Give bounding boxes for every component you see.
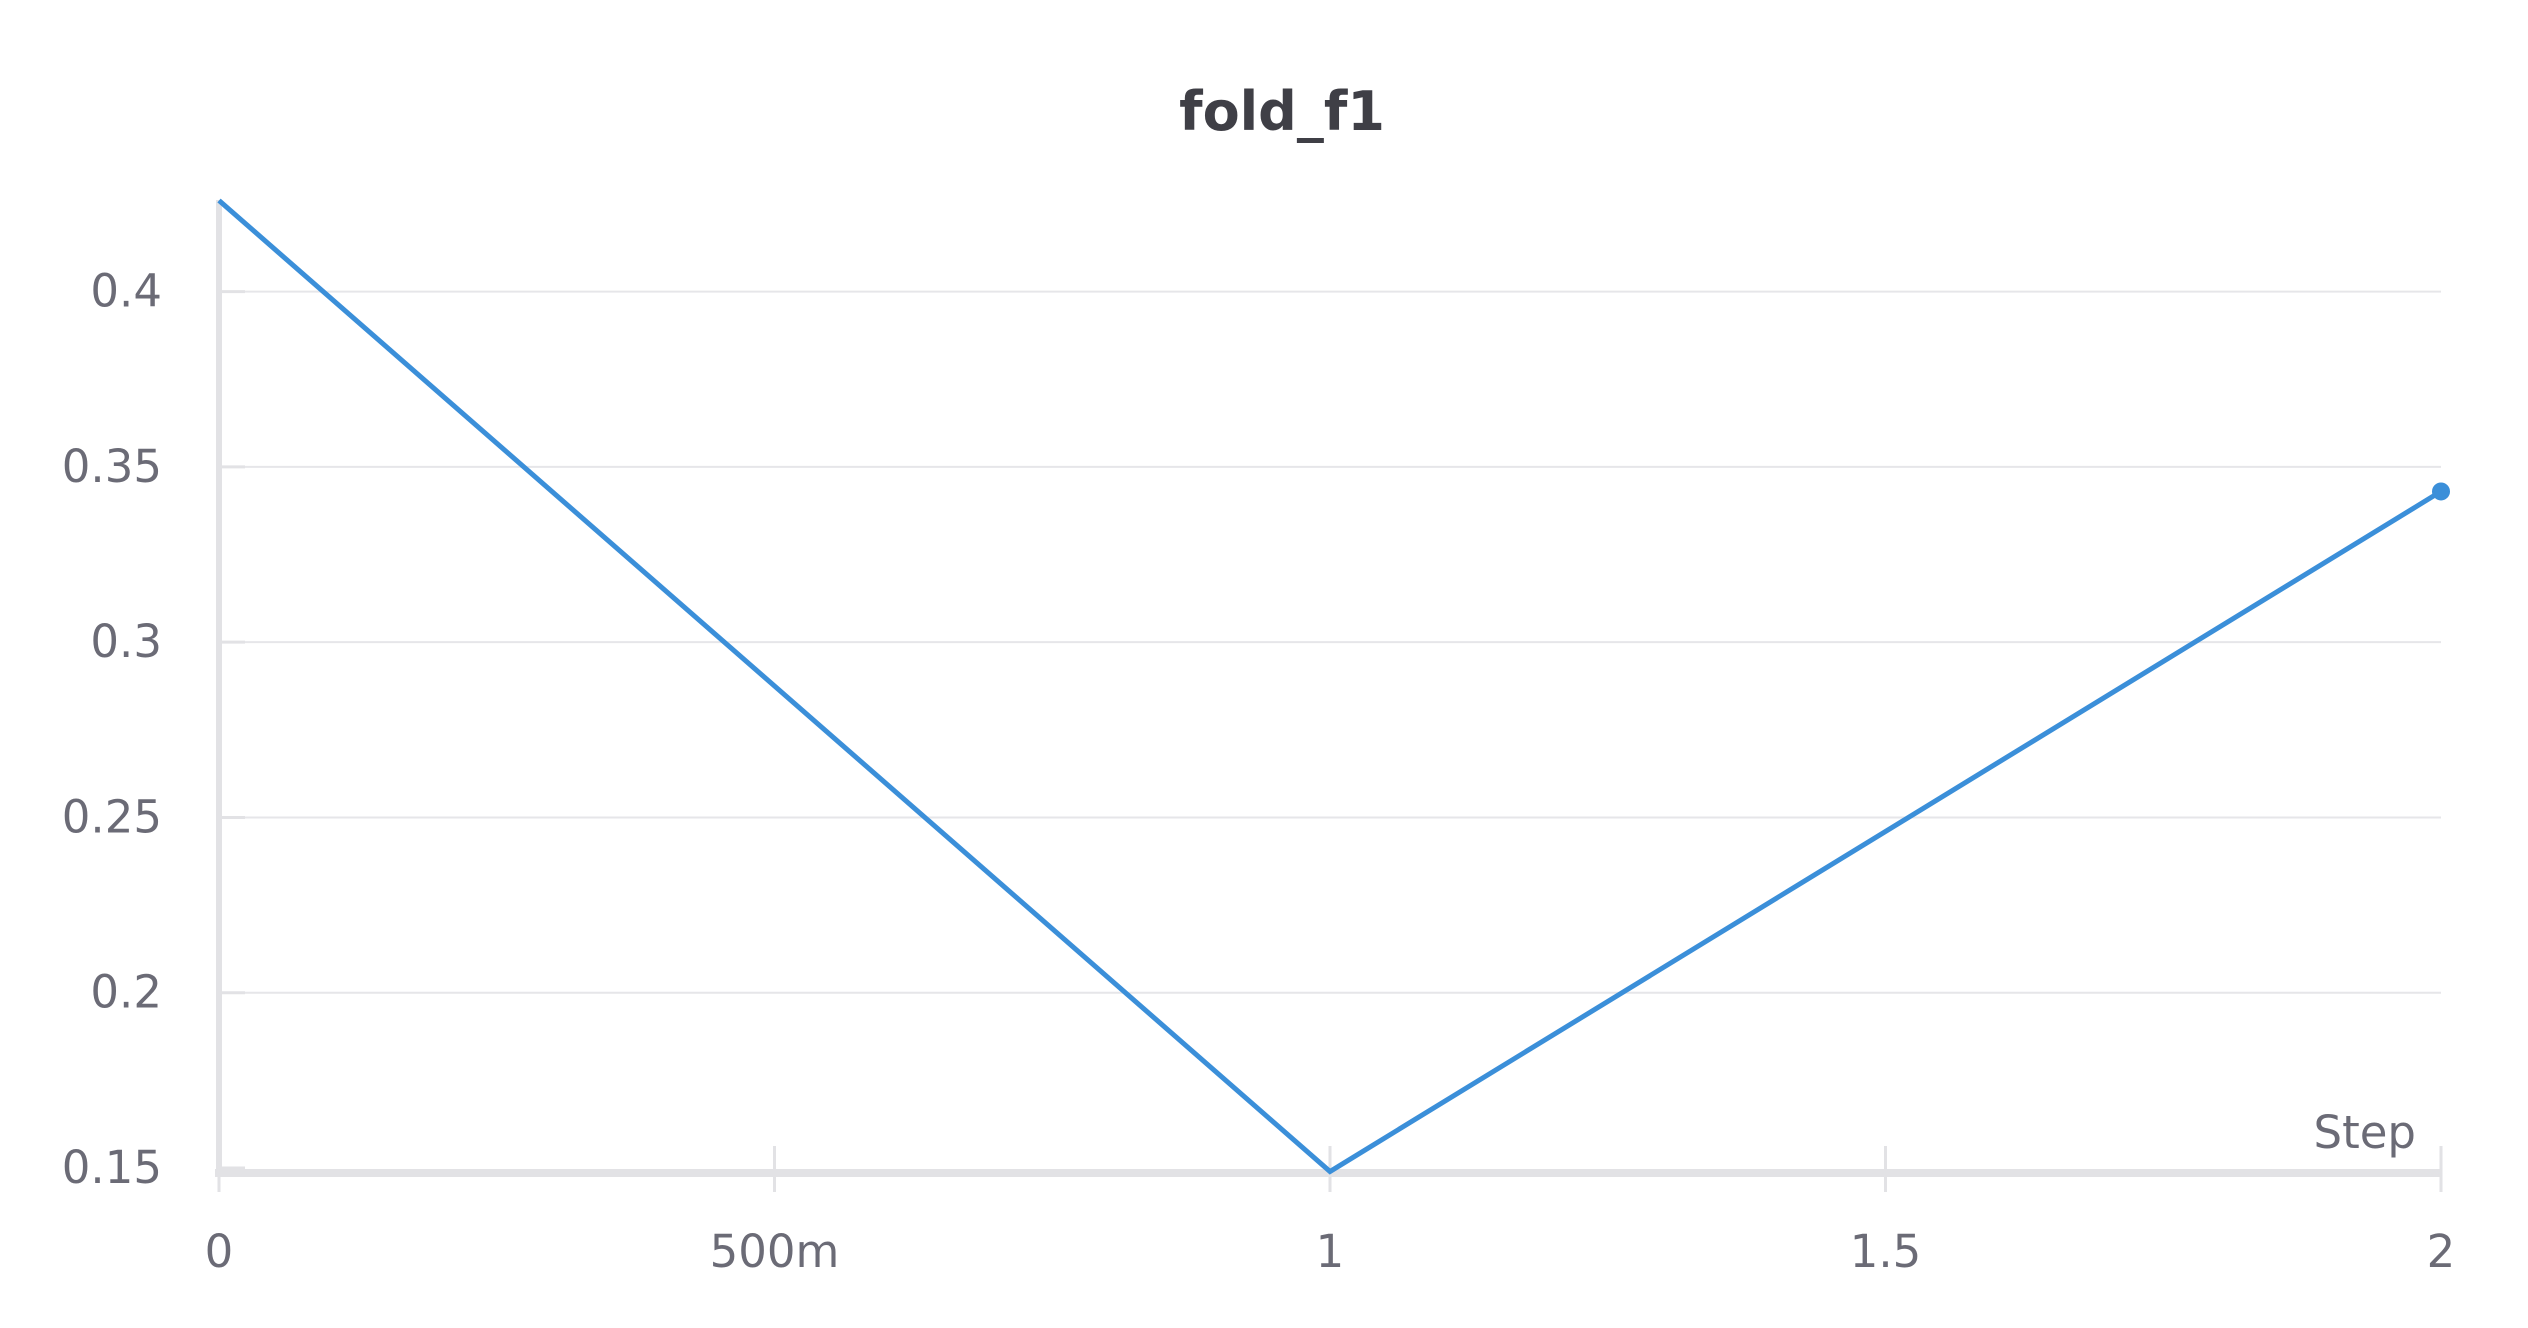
series-layer (217, 198, 2450, 1175)
series-endpoint-marker (2432, 482, 2450, 501)
y-tick-label: 0.25 (62, 790, 162, 843)
y-tick-label: 0.35 (62, 440, 162, 493)
chart-title: fold_f1 (1179, 80, 1385, 143)
y-tick-label: 0.15 (62, 1141, 162, 1194)
x-tick-label: 1 (1316, 1225, 1345, 1278)
tick-labels: 0.15 0.2 0.25 0.3 0.35 0.4 0 500m 1 1.5 2 (62, 265, 2456, 1278)
y-tick-label: 0.4 (90, 265, 162, 318)
y-tick-label: 0.3 (90, 615, 162, 668)
grid-lines (219, 290, 2441, 994)
y-tick-label: 0.2 (90, 966, 162, 1019)
x-tick-label: 500m (710, 1225, 840, 1278)
x-tick-label: 0 (205, 1225, 234, 1278)
x-tick-label: 2 (2427, 1225, 2456, 1278)
series-line (217, 198, 2443, 1175)
x-axis-title: Step (2314, 1106, 2416, 1159)
x-tick-label: 1.5 (1850, 1225, 1922, 1278)
